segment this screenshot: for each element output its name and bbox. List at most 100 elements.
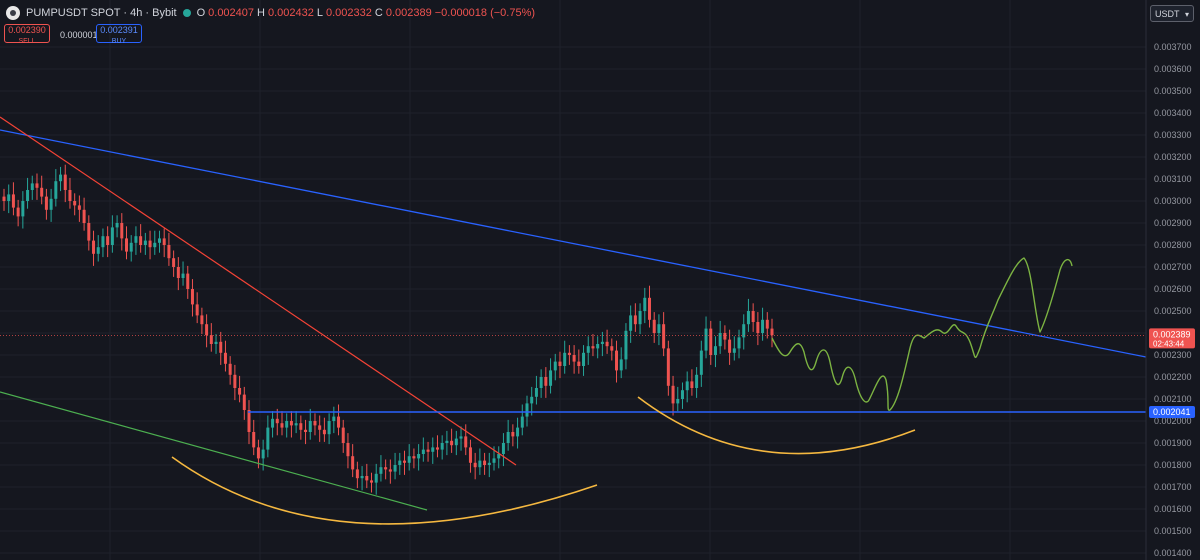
candle-body [506, 432, 510, 443]
currency-selector[interactable]: USDT ▾ [1150, 5, 1194, 22]
candle [360, 466, 364, 491]
ohlc-high-value: 0.002432 [267, 7, 314, 19]
candle-body [341, 427, 345, 443]
last-price-value: 0.002389 [1153, 329, 1191, 339]
candle [605, 329, 609, 354]
y-tick-label: 0.003400 [1154, 108, 1192, 118]
candle [92, 230, 96, 266]
candle [35, 173, 39, 200]
axis-background [1146, 0, 1200, 560]
candle-body [68, 190, 72, 201]
candle-body [742, 324, 746, 338]
candle-body [388, 469, 392, 472]
sell-button[interactable]: 0.002390 SELL [4, 24, 50, 45]
candle [459, 426, 463, 451]
candle-body [49, 198, 53, 210]
buy-label: BUY [111, 38, 127, 45]
candle-body [534, 388, 538, 397]
candle-body [190, 289, 194, 305]
candle [271, 411, 275, 438]
candle-body [638, 311, 642, 325]
candle-body [398, 460, 402, 465]
last-price-tag-box [1149, 328, 1195, 349]
candle-body [483, 460, 487, 465]
candle-body [695, 374, 699, 388]
candle-body [30, 183, 34, 190]
candle-body [402, 460, 406, 463]
candle-body [577, 361, 581, 366]
candle [454, 430, 458, 456]
candle [266, 415, 270, 458]
candle [445, 430, 449, 456]
y-tick-label: 0.003200 [1154, 152, 1192, 162]
candle [115, 215, 119, 238]
symbol-label[interactable]: PUMPUSDT SPOT · 4h · Bybit [26, 7, 177, 19]
candle-body [647, 297, 651, 320]
candle [162, 228, 166, 258]
candle-body [101, 236, 105, 248]
candle [539, 369, 543, 398]
y-tick-label: 0.002300 [1154, 350, 1192, 360]
candle [501, 433, 505, 467]
candle-body [685, 381, 689, 391]
candle [7, 184, 11, 214]
sell-price: 0.002390 [8, 25, 46, 35]
candle-body [511, 432, 515, 437]
candle [591, 334, 595, 357]
candle-body [205, 324, 209, 336]
buy-button[interactable]: 0.002391 BUY [96, 24, 142, 45]
candle-body [421, 449, 425, 454]
candle-body [63, 174, 67, 190]
candle [662, 312, 666, 357]
candle-body [82, 209, 86, 223]
candle [21, 191, 25, 229]
candle [596, 336, 600, 359]
candle [223, 340, 227, 372]
y-tick-label: 0.002900 [1154, 218, 1192, 228]
candle-body [516, 427, 520, 437]
candle [516, 417, 520, 449]
candle-body [332, 416, 336, 421]
candle [633, 303, 637, 332]
candle-body [572, 355, 576, 362]
candle-body [671, 385, 675, 404]
bar-countdown: 02:43:44 [1153, 339, 1185, 348]
candle [68, 177, 72, 209]
candle-body [209, 335, 213, 344]
candle-body [459, 436, 463, 439]
candle [318, 415, 322, 442]
price-axis[interactable]: 0.003700 0.003600 0.003500 0.003400 0.003300… [1145, 0, 1200, 560]
candle [435, 435, 439, 458]
candle-body [172, 258, 176, 267]
candle [544, 367, 548, 398]
candle-body [195, 304, 199, 316]
candle [615, 340, 619, 383]
candle [299, 415, 303, 440]
candle [337, 404, 341, 436]
y-tick-label: 0.001500 [1154, 526, 1192, 536]
candle [261, 439, 265, 471]
candle-body [285, 421, 289, 428]
y-tick-label: 0.002700 [1154, 262, 1192, 272]
candle-body [59, 174, 63, 182]
candles[interactable] [2, 164, 774, 495]
candle [685, 371, 689, 403]
pump-logo-icon [6, 6, 20, 20]
candle-body [610, 346, 614, 351]
candle-body [77, 205, 81, 210]
drawings[interactable] [0, 116, 1147, 525]
candle-body [662, 324, 666, 349]
candle-body [435, 447, 439, 450]
y-tick-label: 0.002200 [1154, 372, 1192, 382]
candle [214, 334, 218, 354]
candle [355, 461, 359, 489]
candle [624, 323, 628, 370]
candle-body [233, 374, 237, 388]
candle-body [223, 352, 227, 364]
candle-body [487, 462, 491, 465]
candle-body [7, 194, 11, 201]
candle-body [497, 454, 501, 459]
y-tick-label: 0.002600 [1154, 284, 1192, 294]
